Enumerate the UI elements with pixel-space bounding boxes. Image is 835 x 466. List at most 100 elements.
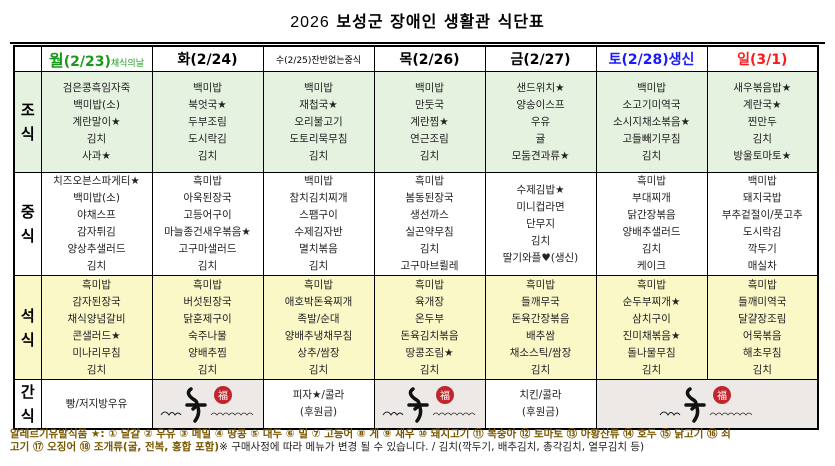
menu-item: 사과★: [82, 149, 111, 162]
menu-item: 상추/쌈장: [297, 346, 340, 359]
menu-item: 들깨미역국: [738, 295, 787, 308]
day-name: 월: [49, 51, 64, 70]
title-rule: [10, 42, 825, 44]
menu-item: 깍두기: [747, 243, 777, 255]
menu-item: 감자튀김: [77, 226, 116, 238]
label-char: 조: [20, 101, 35, 119]
lunch-menu-cell: 흑미밥 부대찌개 닭간장볶음 양배추샐러드 김치 케이크: [595, 172, 708, 276]
menu-item: 봄동된장국: [405, 192, 454, 204]
lunch-menu-cell: 치즈오븐스파게티★ 백미밥(소) 야채스프 감자튀김 양상추샐러드 김치: [40, 172, 153, 276]
dinner-row: 석 식 흑미밥 감자된장국 채식양념갈비 콘샐러드★ 미나리무침 김치 흑미밥 버섯된장국 닭훈제구…: [13, 275, 819, 380]
day-note: 생신: [668, 52, 695, 68]
breakfast-menu-cell: 샌드위치★ 양송이스프 우유 귤 모둠견과류★: [484, 71, 597, 173]
menu-item: 백미밥: [304, 175, 333, 187]
menu-item: 채식양념갈비: [67, 312, 126, 325]
footer: 알레르기유발식품 ★: ① 달걀 ② 우유 ③ 메밀 ④ 땅콩 ⑤ 대두 ⑥ 밀…: [10, 428, 731, 454]
lunch-menu-cell: 흑미밥 봄동된장국 생선까스 실곤약무침 김치 고구마브륄레: [373, 172, 486, 276]
breakfast-menu-cell: 백미밥 재첩국★ 오리불고기 도토리묵무침 김치: [262, 71, 375, 173]
label-char: 식: [20, 125, 35, 143]
menu-item: 김치: [419, 363, 440, 376]
snack-cell: 福: [595, 379, 819, 430]
menu-item: 치즈오븐스파게티★: [53, 175, 140, 187]
menu-item: 연근조림: [410, 132, 449, 145]
day-name: 금: [510, 52, 524, 68]
menu-item: 단무지: [526, 217, 555, 230]
day-header: 월(2/23)채식의날: [40, 45, 153, 72]
menu-item: 숙주나물: [188, 329, 227, 342]
title-year: 2026: [290, 14, 330, 31]
menu-item: 백미밥: [193, 81, 222, 94]
lunch-row: 중 식 치즈오븐스파게티★ 백미밥(소) 야채스프 감자튀김 양상추샐러드 김치 흑미밥 아욱된장…: [13, 172, 819, 276]
menu-item: 돌나물무침: [627, 346, 676, 359]
menu-item: 야채스프: [77, 209, 116, 221]
menu-item: 김치: [641, 363, 662, 376]
menu-item: 오리불고기: [294, 115, 343, 128]
dinner-menu-cell: 흑미밥 육개장 온두부 돈육김치볶음 땅콩조림★ 김치: [373, 275, 486, 380]
menu-item: 수제김밥★: [516, 183, 565, 196]
lunch-menu-cell: 백미밥 돼지국밥 부추겉절이/풋고추 도시락김 깍두기 매실차: [706, 172, 819, 276]
menu-item: 도토리묵무침: [289, 132, 348, 145]
menu-item: 아욱된장국: [183, 192, 232, 204]
menu-item: 배추쌈: [526, 329, 555, 342]
menu-item: 채소스틱/쌈장: [509, 346, 572, 359]
menu-item: 모둠견과류★: [511, 149, 570, 162]
snack-row: 간 식 빵/저지방우유 福 피자★/콜라 (후원금) 福 치킨/콜라 (후원금) 福: [13, 379, 819, 430]
menu-item: 닭훈제구이: [183, 312, 232, 325]
label-char: 식: [20, 227, 35, 245]
dinner-menu-cell: 흑미밥 들깨무국 돈육간장볶음 배추쌈 채소스틱/쌈장 김치: [484, 275, 597, 380]
dinner-menu-cell: 흑미밥 감자된장국 채식양념갈비 콘샐러드★ 미나리무침 김치: [40, 275, 153, 380]
day-date: (2/27): [523, 52, 571, 68]
blessing-calligraphy-image: 福: [160, 385, 253, 423]
menu-item: 양송이스프: [516, 98, 565, 111]
menu-item: 소고기미역국: [622, 98, 681, 111]
menu-item: 미나리무침: [72, 346, 121, 359]
snack-item: 피자★/콜라: [292, 389, 345, 401]
snack-cell: 피자★/콜라 (후원금): [262, 379, 375, 430]
menu-item: 백미밥: [637, 81, 666, 94]
snack-item: 빵/저지방우유: [65, 397, 128, 410]
menu-item: 김치: [752, 132, 772, 145]
snack-cell: 빵/저지방우유: [40, 379, 153, 430]
day-date: (2/26): [412, 52, 460, 68]
menu-item: 감자된장국: [72, 295, 121, 308]
menu-item: 고구마브륄레: [400, 260, 459, 272]
menu-item: 땅콩조림★: [405, 346, 454, 359]
menu-item: 해초무침: [742, 346, 782, 359]
menu-item: 만둣국: [415, 98, 444, 111]
menu-item: 김치: [86, 132, 107, 145]
menu-item: 부대찌개: [632, 192, 671, 204]
menu-item: 도시락김: [742, 226, 782, 238]
menu-item: 어묵볶음: [742, 329, 782, 342]
menu-item: 우유: [530, 115, 551, 128]
menu-item: 케이크: [637, 260, 666, 272]
menu-item: 백미밥(소): [73, 98, 120, 111]
menu-item: 딸기와플♥(생신): [502, 251, 579, 264]
day-header: 화(2/24): [151, 45, 264, 72]
menu-item: 흑미밥: [304, 278, 333, 291]
dinner-menu-cell: 흑미밥 순두부찌개★ 삼치구이 진미채볶음★ 돌나물무침 김치: [595, 275, 708, 380]
day-header: 토(2/28)생신: [595, 45, 708, 72]
menu-item: 실곤약무침: [405, 226, 454, 238]
dinner-menu-cell: 흑미밥 애호박돈육찌개 족발/순대 양배추냉채무침 상추/쌈장 김치: [262, 275, 375, 380]
menu-item: 족발/순대: [297, 312, 340, 325]
menu-item: 온두부: [415, 312, 444, 325]
svg-text:福: 福: [440, 389, 450, 402]
menu-item: 삼치구이: [632, 312, 671, 325]
menu-item: 멸치볶음: [299, 243, 338, 255]
lunch-menu-cell: 백미밥 참치김치찌개 스팸구이 수제김자반 멸치볶음 김치: [262, 172, 375, 276]
label-char: 식: [20, 407, 35, 425]
menu-item: 들깨무국: [521, 295, 560, 308]
menu-item: 육개장: [415, 295, 444, 308]
lunch-menu-cell: 수제김밥★ 미니컵라면 단무지 김치 딸기와플♥(생신): [484, 172, 597, 276]
menu-item: 백미밥(소): [73, 192, 120, 204]
menu-item: 김치: [308, 260, 329, 272]
menu-table: 월(2/23)채식의날 화(2/24) 수(2/25)잔반없는중식 목(2/26) 금(…: [13, 45, 819, 430]
menu-item: 양배추샐러드: [622, 226, 681, 238]
menu-item: 참치김치찌개: [289, 192, 348, 204]
menu-item: 스팸구이: [299, 209, 338, 221]
breakfast-menu-cell: 새우볶음밥★ 계란국★ 찐만두 김치 방울토마토★: [706, 71, 819, 173]
day-note: 채식의날: [110, 59, 144, 69]
